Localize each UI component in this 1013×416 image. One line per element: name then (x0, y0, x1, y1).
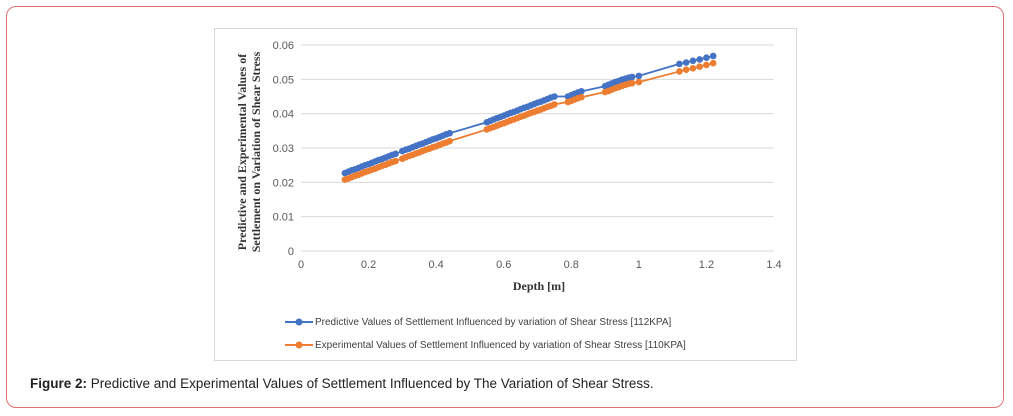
data-point (703, 61, 710, 69)
data-point (446, 129, 453, 137)
data-point (551, 93, 558, 100)
legend-item-predictive: Predictive Values of Settlement Influenc… (285, 317, 672, 328)
series-line (344, 62, 714, 181)
chart-container: 0 0.01 0.02 0.03 0.04 0.05 0.06 0 0.2 0.4 0.6 0.8 1… (214, 28, 797, 361)
x-tick-label: 0.8 (564, 259, 579, 271)
data-point (635, 78, 643, 86)
data-point (628, 79, 636, 87)
y-axis-title-line-2: Settlement on Variation of Shear Stress (249, 51, 263, 252)
x-tick-label: 1.2 (699, 259, 714, 271)
x-tick-label: 1.4 (766, 259, 781, 271)
y-tick-label: 0.05 (273, 74, 294, 86)
x-tick-label: 0.6 (496, 259, 511, 271)
figure-caption: Figure 2: Predictive and Experimental Va… (30, 376, 654, 391)
y-tick-label: 0 (288, 246, 294, 258)
x-axis-ticks: 0 0.2 0.4 0.6 0.8 1 1.2 1.4 (298, 259, 782, 271)
data-point (392, 157, 399, 165)
data-point (551, 101, 558, 108)
legend-label-experimental: Experimental Values of Settlement Influe… (315, 340, 686, 351)
data-point (635, 72, 643, 80)
gridlines (301, 44, 774, 252)
y-tick-label: 0.04 (273, 109, 294, 121)
data-point (676, 68, 683, 75)
x-tick-label: 1 (636, 259, 642, 271)
data-point (578, 93, 585, 101)
legend: Predictive Values of Settlement Influenc… (285, 317, 686, 351)
data-point (703, 54, 710, 62)
series-predictive (341, 52, 717, 177)
data-point (682, 59, 690, 66)
caption-label: Figure 2: (30, 376, 88, 391)
data-point (689, 57, 697, 65)
legend-item-experimental: Experimental Values of Settlement Influe… (285, 340, 686, 351)
data-point (682, 66, 690, 74)
data-point (709, 59, 717, 67)
y-tick-label: 0.06 (273, 40, 294, 52)
data-point (392, 150, 399, 158)
series-experimental (341, 59, 717, 183)
data-point (628, 73, 636, 81)
y-tick-label: 0.02 (273, 177, 294, 189)
data-point (676, 60, 683, 68)
legend-label-predictive: Predictive Values of Settlement Influenc… (315, 317, 672, 328)
x-tick-label: 0 (298, 259, 304, 271)
data-point (696, 56, 703, 63)
legend-marker-experimental (295, 341, 303, 349)
y-axis-ticks: 0 0.01 0.02 0.03 0.04 0.05 0.06 (273, 40, 294, 258)
chart-svg: 0 0.01 0.02 0.03 0.04 0.05 0.06 0 0.2 0.4 0.6 0.8 1… (235, 40, 782, 351)
y-tick-label: 0.03 (273, 143, 294, 155)
x-tick-label: 0.4 (428, 259, 443, 271)
y-tick-label: 0.01 (273, 212, 294, 224)
x-axis-title: Depth [m] (513, 279, 565, 293)
data-point (709, 52, 717, 60)
y-axis-title-line-1: Predictive and Experimental Values of (235, 53, 249, 250)
data-point (696, 63, 703, 70)
x-tick-label: 0.2 (361, 259, 376, 271)
legend-marker-predictive (295, 318, 303, 326)
data-point (446, 137, 453, 145)
data-point (578, 88, 585, 95)
caption-text: Predictive and Experimental Values of Se… (87, 376, 654, 391)
series-group (341, 52, 717, 183)
data-point (689, 65, 697, 72)
